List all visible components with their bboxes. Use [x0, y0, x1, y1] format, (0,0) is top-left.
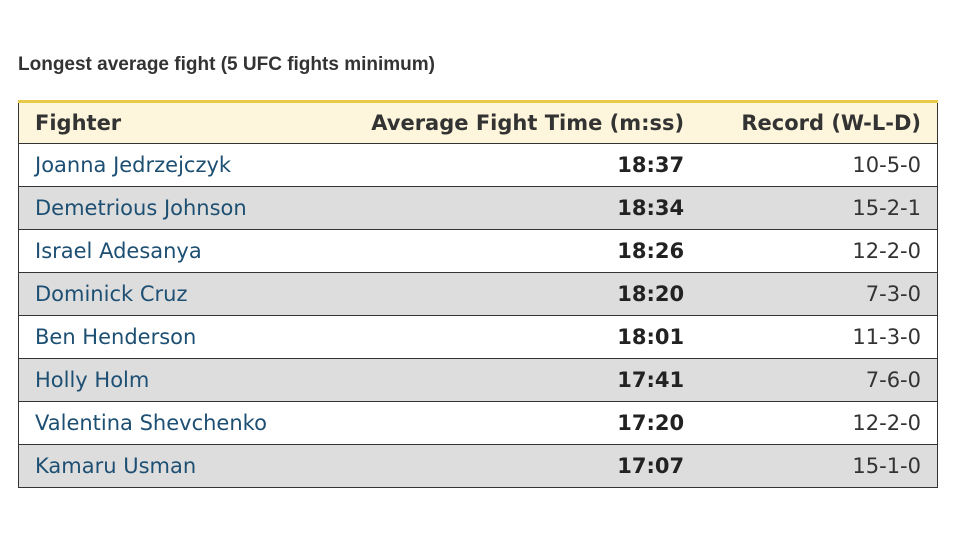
- average-time-cell: 18:34: [314, 186, 701, 230]
- fighter-name-cell: Ben Henderson: [18, 315, 315, 359]
- table-row: Ben Henderson 18:01 11-3-0: [18, 315, 938, 359]
- average-time-cell: 18:26: [314, 229, 701, 273]
- fighter-name-cell: Kamaru Usman: [18, 444, 315, 488]
- record-cell: 7-6-0: [700, 358, 938, 402]
- average-time-cell: 17:41: [314, 358, 701, 402]
- table-row: Kamaru Usman 17:07 15-1-0: [18, 444, 938, 488]
- fighter-stats-table: Fighter Average Fight Time (m:ss) Record…: [18, 100, 938, 488]
- table-header: Fighter Average Fight Time (m:ss) Record…: [18, 100, 938, 144]
- record-cell: 15-1-0: [700, 444, 938, 488]
- fighter-name-cell: Israel Adesanya: [18, 229, 315, 273]
- table-row: Valentina Shevchenko 17:20 12-2-0: [18, 401, 938, 445]
- table-row: Demetrious Johnson 18:34 15-2-1: [18, 186, 938, 230]
- record-cell: 15-2-1: [700, 186, 938, 230]
- column-header-average-time: Average Fight Time (m:ss): [314, 100, 701, 144]
- table-row: Holly Holm 17:41 7-6-0: [18, 358, 938, 402]
- average-time-cell: 17:07: [314, 444, 701, 488]
- header-row: Fighter Average Fight Time (m:ss) Record…: [18, 100, 938, 144]
- record-cell: 10-5-0: [700, 143, 938, 187]
- fighter-name-cell: Dominick Cruz: [18, 272, 315, 316]
- record-cell: 11-3-0: [700, 315, 938, 359]
- fighter-name-cell: Demetrious Johnson: [18, 186, 315, 230]
- average-time-cell: 18:01: [314, 315, 701, 359]
- record-cell: 12-2-0: [700, 229, 938, 273]
- average-time-cell: 18:20: [314, 272, 701, 316]
- table-title: Longest average fight (5 UFC fights mini…: [18, 54, 435, 75]
- fighter-name-cell: Valentina Shevchenko: [18, 401, 315, 445]
- record-cell: 12-2-0: [700, 401, 938, 445]
- record-cell: 7-3-0: [700, 272, 938, 316]
- column-header-record: Record (W-L-D): [700, 100, 938, 144]
- table-row: Israel Adesanya 18:26 12-2-0: [18, 229, 938, 273]
- table-body: Joanna Jedrzejczyk 18:37 10-5-0 Demetrio…: [18, 143, 938, 488]
- column-header-fighter: Fighter: [18, 100, 315, 144]
- average-time-cell: 17:20: [314, 401, 701, 445]
- fighter-name-cell: Holly Holm: [18, 358, 315, 402]
- fighter-name-cell: Joanna Jedrzejczyk: [18, 143, 315, 187]
- table-row: Joanna Jedrzejczyk 18:37 10-5-0: [18, 143, 938, 187]
- average-time-cell: 18:37: [314, 143, 701, 187]
- table-row: Dominick Cruz 18:20 7-3-0: [18, 272, 938, 316]
